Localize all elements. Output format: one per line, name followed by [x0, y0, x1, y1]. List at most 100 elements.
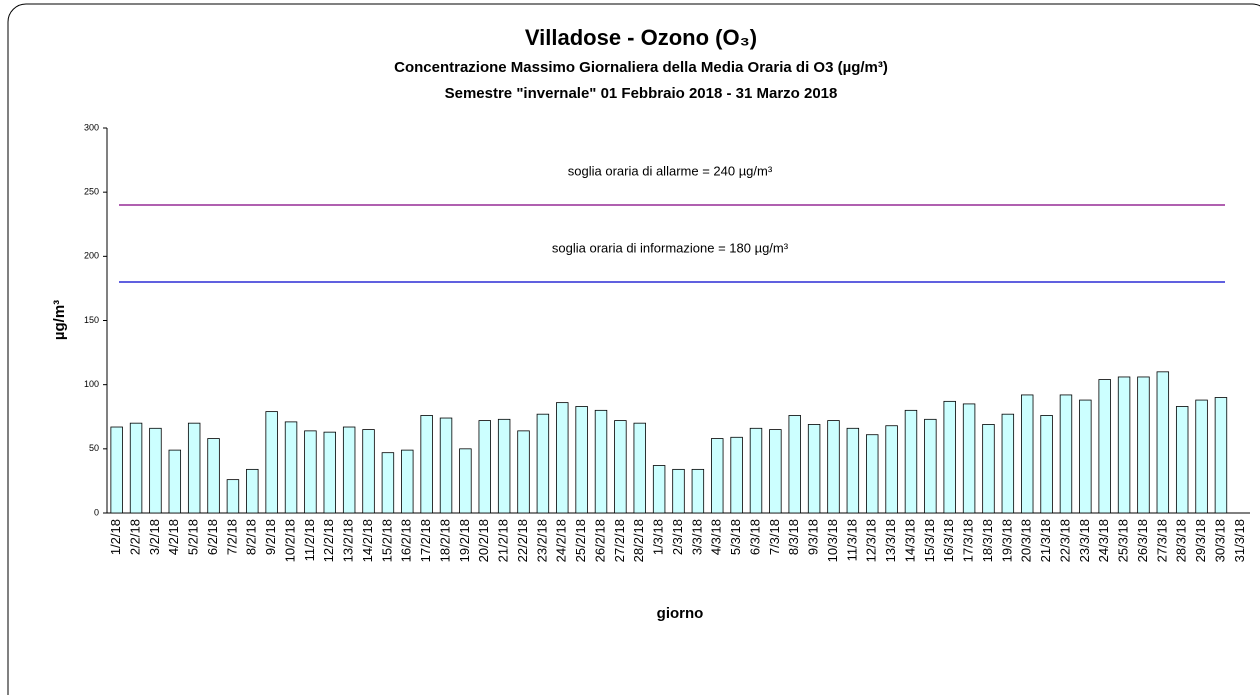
x-tick-label: 16/3/18 — [941, 519, 956, 562]
x-tick-label: 5/2/18 — [186, 519, 201, 555]
bar — [1195, 399, 1208, 514]
bar — [246, 468, 259, 514]
x-tick-label: 10/2/18 — [282, 519, 297, 562]
x-tick-label: 9/3/18 — [806, 519, 821, 555]
x-tick-label: 1/3/18 — [651, 519, 666, 555]
x-tick-label: 13/2/18 — [341, 519, 356, 562]
bar — [1040, 415, 1053, 514]
bar — [1117, 376, 1131, 514]
bar — [323, 431, 336, 514]
x-tick-label: 18/2/18 — [437, 519, 452, 562]
bar — [672, 468, 685, 514]
bar — [904, 409, 918, 514]
bar — [594, 409, 608, 514]
x-tick-label: 25/3/18 — [1116, 519, 1131, 562]
y-tick-label: 100 — [84, 379, 99, 389]
y-tick-label: 250 — [84, 187, 99, 197]
x-tick-label: 21/2/18 — [496, 519, 511, 562]
x-tick-label: 25/2/18 — [573, 519, 588, 562]
bar — [265, 411, 278, 514]
bar — [1021, 394, 1034, 514]
bar — [1156, 371, 1170, 514]
bar — [711, 438, 724, 514]
x-tick-label: 12/3/18 — [864, 519, 879, 562]
x-tick-label: 22/3/18 — [1057, 519, 1072, 562]
bar — [187, 422, 201, 514]
bar — [788, 415, 801, 514]
x-tick-label: 20/3/18 — [1019, 519, 1034, 562]
bar — [556, 402, 569, 514]
bar — [401, 449, 414, 514]
x-tick-label: 26/3/18 — [1135, 519, 1150, 562]
bar — [284, 421, 298, 514]
bar — [149, 427, 162, 514]
bar — [110, 426, 123, 514]
bar — [517, 430, 530, 514]
x-tick-label: 9/2/18 — [263, 519, 278, 555]
bar — [924, 418, 937, 514]
x-tick-label: 3/2/18 — [147, 519, 162, 555]
x-tick-label: 2/2/18 — [127, 519, 142, 555]
x-tick-label: 11/2/18 — [302, 519, 317, 561]
x-tick-label: 14/3/18 — [902, 519, 917, 562]
x-tick-label: 7/3/18 — [767, 519, 782, 555]
bar — [943, 400, 956, 514]
x-tick-label: 24/2/18 — [554, 519, 569, 562]
x-tick-label: 11/3/18 — [844, 519, 859, 561]
bar — [885, 425, 898, 514]
bar — [962, 403, 976, 514]
x-tick-label: 26/2/18 — [592, 519, 607, 562]
x-tick-label: 16/2/18 — [399, 519, 414, 562]
bar — [1059, 394, 1073, 514]
bar — [1079, 399, 1092, 514]
x-tick-label: 5/3/18 — [728, 519, 743, 555]
x-tick-label: 19/2/18 — [457, 519, 472, 562]
bar — [304, 430, 317, 514]
bar — [420, 415, 433, 514]
x-tick-label: 17/2/18 — [418, 519, 433, 562]
x-tick-label: 13/3/18 — [883, 519, 898, 562]
bar — [1214, 397, 1228, 514]
x-tick-label: 12/2/18 — [321, 519, 336, 562]
bar — [827, 420, 840, 514]
x-tick-label: 8/2/18 — [244, 519, 259, 555]
threshold-label: soglia oraria di informazione = 180 µg/m… — [552, 240, 789, 255]
x-tick-label: 23/3/18 — [1077, 519, 1092, 562]
bar — [342, 426, 356, 514]
x-tick-label: 15/3/18 — [922, 519, 937, 562]
x-tick-label: 27/2/18 — [612, 519, 627, 562]
x-tick-label: 22/2/18 — [515, 519, 530, 562]
bar — [633, 422, 646, 514]
x-tick-label: 28/3/18 — [1174, 519, 1189, 562]
x-tick-label: 29/3/18 — [1193, 519, 1208, 562]
bar — [691, 468, 705, 514]
bar — [769, 429, 782, 514]
x-tick-label: 7/2/18 — [224, 519, 239, 555]
x-tick-label: 28/2/18 — [631, 519, 646, 562]
chart-frame — [7, 3, 1260, 700]
threshold-label: soglia oraria di allarme = 240 µg/m³ — [568, 163, 773, 178]
x-tick-label: 30/3/18 — [1212, 519, 1227, 562]
chart-subtitle: Concentrazione Massimo Giornaliera della… — [394, 59, 888, 76]
bar — [982, 424, 995, 514]
y-tick-label: 200 — [84, 251, 99, 261]
bar — [168, 449, 182, 514]
y-tick-label: 150 — [84, 315, 99, 325]
x-tick-label: 1/2/18 — [108, 519, 123, 555]
x-tick-label: 23/2/18 — [534, 519, 549, 562]
x-tick-label: 31/3/18 — [1232, 519, 1247, 562]
bar — [497, 418, 511, 514]
y-tick-label: 0 — [94, 507, 99, 517]
y-tick-label: 300 — [84, 122, 99, 132]
chart-title: Villadose - Ozono (O₃) — [525, 25, 757, 50]
bar — [129, 422, 143, 514]
x-axis-label: giorno — [657, 605, 704, 622]
x-tick-label: 27/3/18 — [1154, 519, 1169, 562]
bar — [846, 427, 860, 514]
chart-subtitle: Semestre "invernale" 01 Febbraio 2018 - … — [445, 85, 838, 102]
x-tick-label: 2/3/18 — [670, 519, 685, 555]
bar — [614, 420, 627, 514]
bar — [1175, 406, 1189, 514]
bar — [1001, 413, 1015, 514]
